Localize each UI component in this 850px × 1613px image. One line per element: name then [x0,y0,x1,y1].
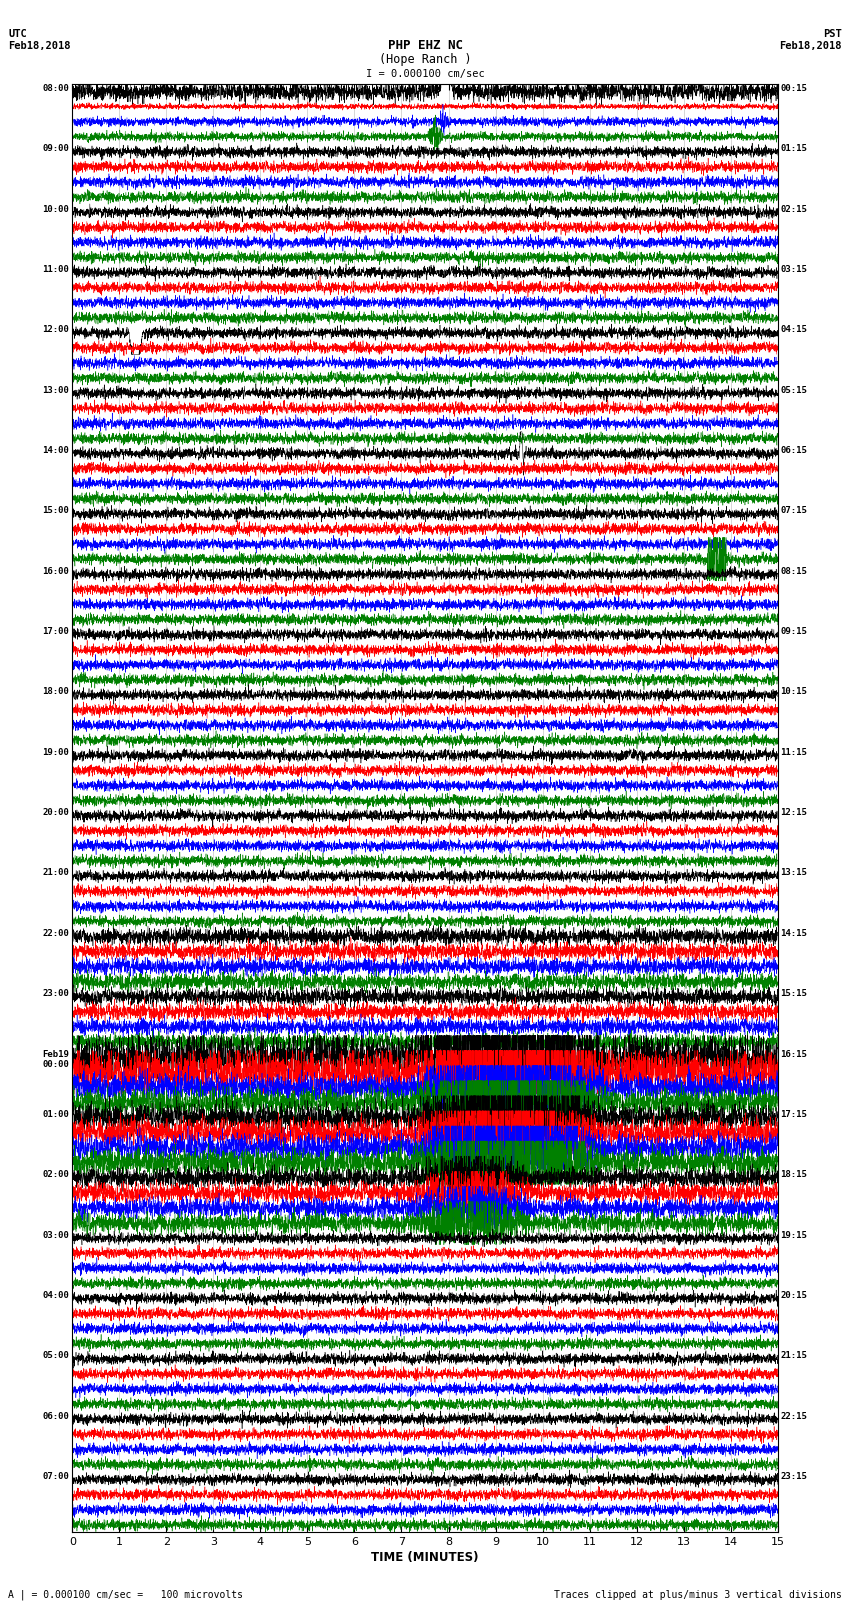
Text: (Hope Ranch ): (Hope Ranch ) [379,53,471,66]
Text: 04:15: 04:15 [780,326,808,334]
Text: 20:15: 20:15 [780,1290,808,1300]
Text: 08:00: 08:00 [42,84,70,94]
Text: 15:15: 15:15 [780,989,808,998]
Text: 21:00: 21:00 [42,868,70,877]
Text: 23:00: 23:00 [42,989,70,998]
Text: I = 0.000100 cm/sec: I = 0.000100 cm/sec [366,69,484,79]
Text: 07:00: 07:00 [42,1473,70,1481]
Text: 04:00: 04:00 [42,1290,70,1300]
Text: 06:00: 06:00 [42,1411,70,1421]
Text: Traces clipped at plus/minus 3 vertical divisions: Traces clipped at plus/minus 3 vertical … [553,1590,842,1600]
Text: 10:00: 10:00 [42,205,70,213]
Text: 23:15: 23:15 [780,1473,808,1481]
Text: PST
Feb18,2018: PST Feb18,2018 [779,29,842,50]
Text: 11:15: 11:15 [780,748,808,756]
Text: 14:00: 14:00 [42,447,70,455]
Text: 20:00: 20:00 [42,808,70,818]
Text: 22:15: 22:15 [780,1411,808,1421]
Text: 03:00: 03:00 [42,1231,70,1239]
Text: 10:15: 10:15 [780,687,808,697]
Text: 07:15: 07:15 [780,506,808,515]
Text: 01:15: 01:15 [780,144,808,153]
Text: 02:00: 02:00 [42,1171,70,1179]
Text: 14:15: 14:15 [780,929,808,937]
Text: 12:15: 12:15 [780,808,808,818]
Text: 05:00: 05:00 [42,1352,70,1360]
Text: 16:00: 16:00 [42,566,70,576]
Text: 19:15: 19:15 [780,1231,808,1239]
Text: Feb19
00:00: Feb19 00:00 [42,1050,70,1069]
Text: 03:15: 03:15 [780,265,808,274]
Text: 19:00: 19:00 [42,748,70,756]
Text: 06:15: 06:15 [780,447,808,455]
Text: 05:15: 05:15 [780,386,808,395]
Text: 09:15: 09:15 [780,627,808,636]
X-axis label: TIME (MINUTES): TIME (MINUTES) [371,1552,479,1565]
Text: 16:15: 16:15 [780,1050,808,1058]
Text: 00:15: 00:15 [780,84,808,94]
Text: PHP EHZ NC: PHP EHZ NC [388,39,462,52]
Text: 09:00: 09:00 [42,144,70,153]
Text: 01:00: 01:00 [42,1110,70,1119]
Text: 17:00: 17:00 [42,627,70,636]
Text: 15:00: 15:00 [42,506,70,515]
Text: 21:15: 21:15 [780,1352,808,1360]
Text: 18:15: 18:15 [780,1171,808,1179]
Text: 18:00: 18:00 [42,687,70,697]
Text: 22:00: 22:00 [42,929,70,937]
Text: 02:15: 02:15 [780,205,808,213]
Text: 13:00: 13:00 [42,386,70,395]
Text: 11:00: 11:00 [42,265,70,274]
Text: 17:15: 17:15 [780,1110,808,1119]
Text: 12:00: 12:00 [42,326,70,334]
Text: 13:15: 13:15 [780,868,808,877]
Text: A | = 0.000100 cm/sec =   100 microvolts: A | = 0.000100 cm/sec = 100 microvolts [8,1589,243,1600]
Text: 08:15: 08:15 [780,566,808,576]
Text: UTC
Feb18,2018: UTC Feb18,2018 [8,29,71,50]
